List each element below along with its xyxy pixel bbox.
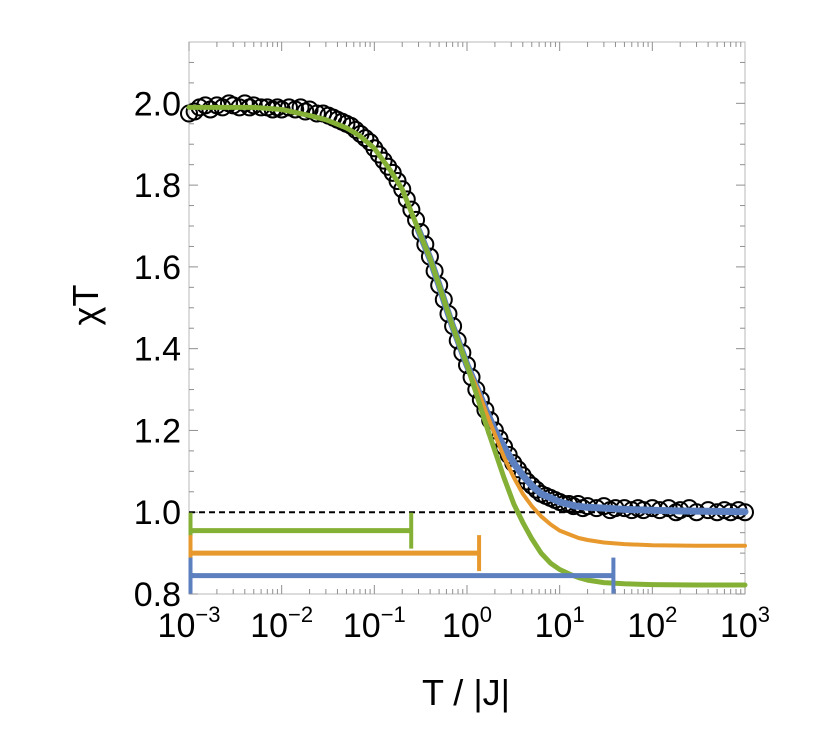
data-point [527,480,546,499]
data-point [356,129,375,148]
data-point [393,180,412,199]
range-bar-2 [188,535,482,572]
y-tick-label: 1.6 [134,249,181,287]
y-tick-label: 2.0 [134,85,181,123]
model-curve-2 [437,283,747,548]
range-bar-3 [188,557,616,594]
y-tick-label: 1.4 [134,331,181,369]
x-tick-label: 102 [627,602,677,645]
x-tick-label: 10−1 [343,602,406,645]
y-tick-label: 1.0 [134,494,181,532]
y-axis-label: χT [65,285,106,326]
x-tick-label: 101 [535,602,585,645]
x-tick-label: 103 [720,602,770,645]
range-bar-1 [188,512,414,549]
data-point [369,145,388,164]
x-tick-label: 10−2 [250,602,313,645]
y-tick-label: 1.2 [134,412,181,450]
x-tick-label: 10−3 [158,602,221,645]
data-point [235,94,254,113]
model-curve-3 [186,104,748,588]
x-axis-label: T / |J| [422,672,510,713]
x-tick-label: 100 [442,602,492,645]
y-tick-label: 0.8 [134,576,181,614]
y-tick-label: 1.8 [134,167,181,205]
